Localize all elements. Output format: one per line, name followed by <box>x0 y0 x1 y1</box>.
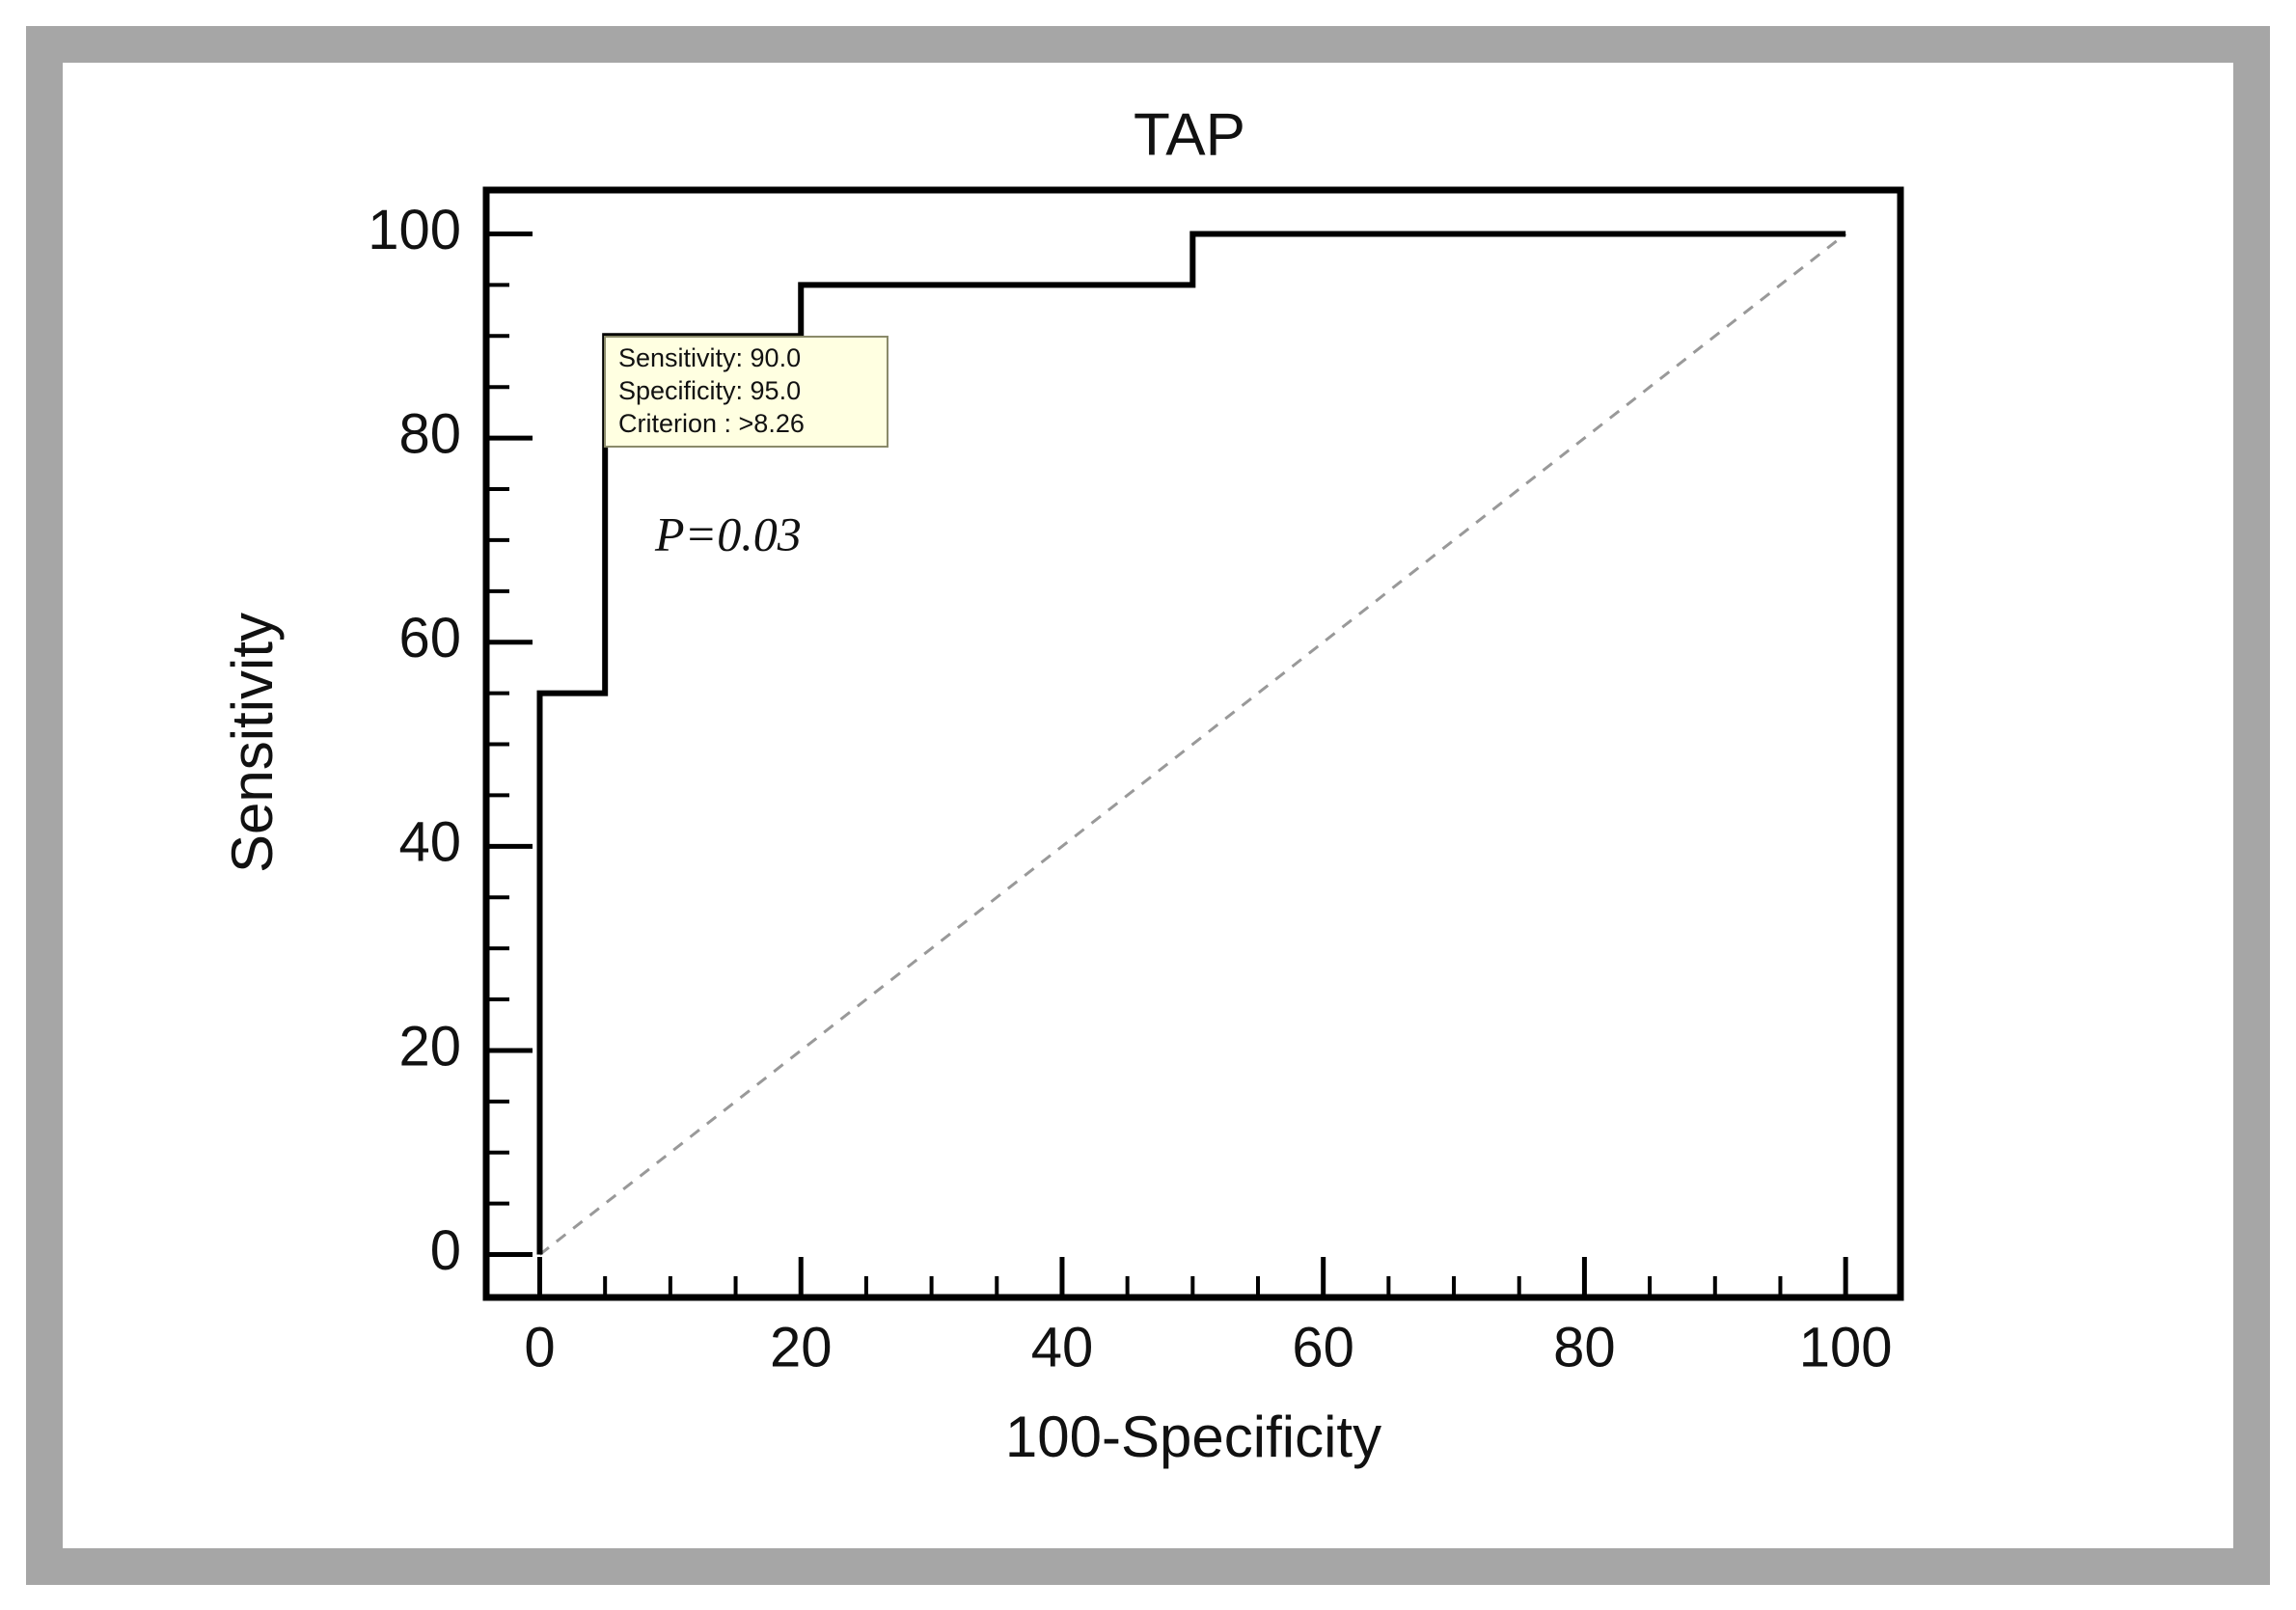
x-tick-label: 60 <box>1292 1316 1354 1378</box>
y-tick-label: 60 <box>398 607 461 669</box>
tooltip-line: Criterion : >8.26 <box>618 409 805 438</box>
y-tick-label: 40 <box>398 811 461 874</box>
y-axis-label: Sensitivity <box>220 613 285 873</box>
tooltip-line: Sensitivity: 90.0 <box>618 343 801 372</box>
x-tick-label: 40 <box>1031 1316 1094 1378</box>
plot-area: 0 20 40 60 80 100 0 20 40 60 80 100 <box>368 199 1892 1379</box>
x-tick-label: 100 <box>1799 1316 1893 1378</box>
x-axis-label: 100-Specificity <box>1005 1405 1381 1469</box>
frame <box>26 26 2270 1585</box>
chart-title: TAP <box>1134 101 1245 168</box>
x-tick-label: 20 <box>770 1316 833 1378</box>
plot-frame <box>482 186 1904 1301</box>
y-tick-label: 80 <box>398 402 461 465</box>
tooltip-box <box>604 336 888 448</box>
y-tick-label: 20 <box>398 1015 461 1078</box>
x-tick-label: 0 <box>524 1316 555 1378</box>
y-tick-label: 100 <box>368 199 461 261</box>
annotation: P=0.03 <box>654 506 802 560</box>
x-tick-label: 80 <box>1553 1316 1616 1378</box>
overlay: Sensitivity: 90.0 Specificity: 95.0 Crit… <box>604 336 888 560</box>
y-tick-label: 0 <box>430 1219 461 1282</box>
reference-line <box>538 232 1847 1256</box>
tooltip-line: Specificity: 95.0 <box>618 376 801 405</box>
